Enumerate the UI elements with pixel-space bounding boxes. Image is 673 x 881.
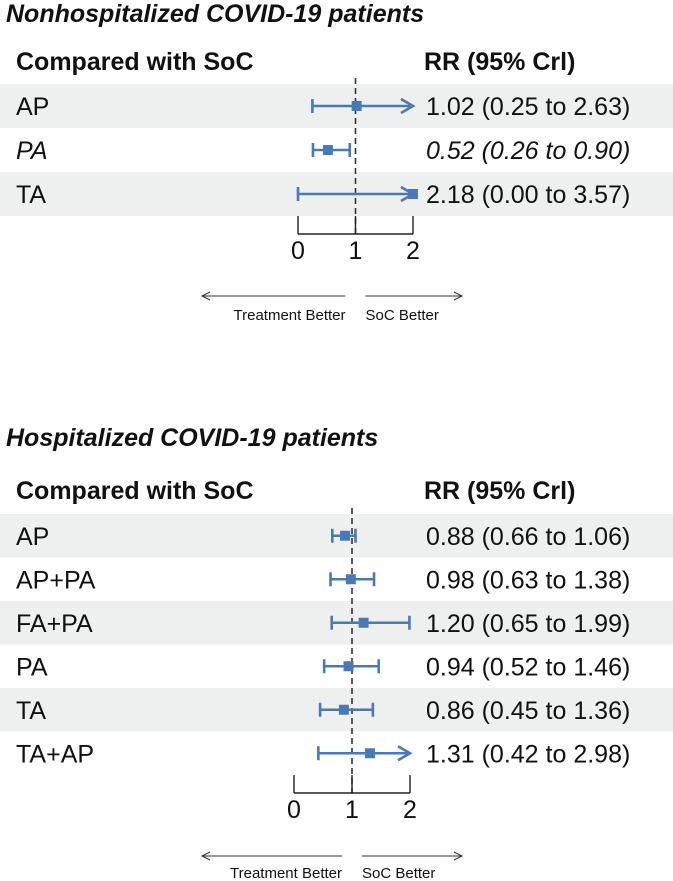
x-tick-label: 1 xyxy=(349,237,363,265)
x-tick-label: 2 xyxy=(403,796,417,824)
rr-value-text: 0.88 (0.66 to 1.06) xyxy=(426,523,630,551)
x-tick-label: 0 xyxy=(287,796,301,824)
column-header-comparison: Compared with SoC xyxy=(16,477,254,505)
rr-value-text: 1.31 (0.42 to 2.98) xyxy=(426,740,630,768)
row-label: TA xyxy=(16,181,46,209)
treatment-better-label: Treatment Better xyxy=(230,865,342,881)
row-label: AP xyxy=(16,523,49,551)
x-tick-label: 0 xyxy=(291,237,305,265)
row-label: PA xyxy=(16,653,48,681)
ci-upper-arrow xyxy=(397,745,413,762)
treatment-better-label: Treatment Better xyxy=(234,307,346,324)
point-estimate-marker xyxy=(364,748,375,759)
point-estimate-marker xyxy=(340,530,351,541)
row-label: PA xyxy=(16,137,48,165)
point-estimate-marker xyxy=(351,101,362,111)
column-header-rr: RR (95% Crl) xyxy=(424,477,575,505)
rr-value-text: 0.86 (0.45 to 1.36) xyxy=(426,697,630,725)
soc-better-arrowhead xyxy=(453,291,464,301)
panel-title: Nonhospitalized COVID-19 patients xyxy=(6,0,424,28)
column-header-rr: RR (95% Crl) xyxy=(424,48,575,76)
panel-title: Hospitalized COVID-19 patients xyxy=(6,424,378,452)
row-label: FA+PA xyxy=(16,610,93,638)
ci-upper-arrow xyxy=(400,97,416,115)
point-estimate-marker xyxy=(345,574,356,585)
rr-value-text: 1.02 (0.25 to 2.63) xyxy=(426,93,630,121)
rr-value-text: 0.94 (0.52 to 1.46) xyxy=(426,653,630,681)
soc-better-label: SoC Better xyxy=(366,307,439,324)
row-label: AP+PA xyxy=(16,566,96,594)
rr-value-text: 0.52 (0.26 to 0.90) xyxy=(426,137,630,165)
x-tick-label: 2 xyxy=(406,237,420,265)
x-tick-label: 1 xyxy=(345,796,359,824)
soc-better-label: SoC Better xyxy=(362,865,435,881)
row-label: TA xyxy=(16,697,46,725)
row-label: AP xyxy=(16,93,49,121)
row-label: TA+AP xyxy=(16,740,94,768)
rr-value-text: 1.20 (0.65 to 1.99) xyxy=(426,610,630,638)
treatment-better-arrowhead xyxy=(200,851,211,861)
soc-better-arrowhead xyxy=(453,851,464,861)
point-estimate-marker xyxy=(338,704,349,715)
point-estimate-marker xyxy=(358,617,369,628)
point-estimate-marker xyxy=(408,189,418,199)
rr-value-text: 0.98 (0.63 to 1.38) xyxy=(426,566,630,594)
rr-value-text: 2.18 (0.00 to 3.57) xyxy=(426,181,630,209)
point-estimate-marker xyxy=(343,661,354,672)
treatment-better-arrowhead xyxy=(200,291,211,301)
column-header-comparison: Compared with SoC xyxy=(16,48,254,76)
point-estimate-marker xyxy=(322,145,333,155)
